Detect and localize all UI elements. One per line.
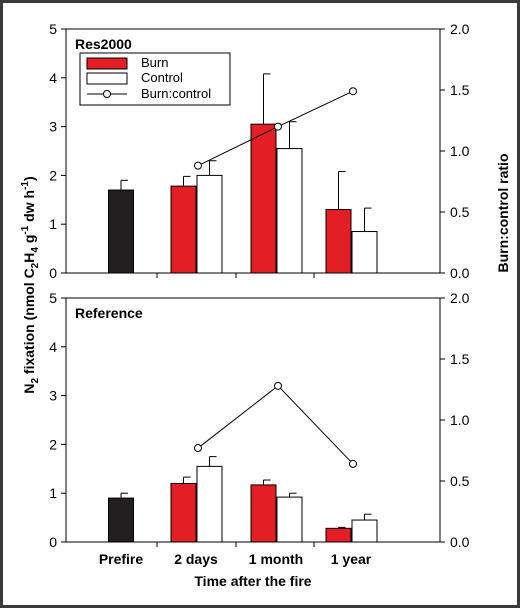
panel-res2000: 0123450.00.51.01.52.0Res2000BurnControlB…	[49, 21, 469, 281]
right-tick-label: 1.0	[450, 412, 470, 428]
panel-reference: 0 1 2 3 4 5 0.0 0.5 1.0 1.5 2.0 Reference	[49, 290, 469, 550]
ratio-point	[274, 122, 282, 131]
right-tick-label: 1.5	[450, 82, 470, 98]
x-category-label: 2 days	[174, 551, 218, 567]
bar-control	[276, 148, 303, 274]
right-tick-label: 2.0	[450, 21, 470, 37]
bar-control	[276, 496, 303, 543]
left-tick-label: 4	[49, 339, 57, 355]
ratio-point	[349, 459, 357, 468]
bar-burn	[325, 527, 352, 543]
left-tick-label: 5	[49, 21, 57, 37]
y-axis-title-part: dw h	[21, 190, 37, 226]
bar-control	[196, 465, 223, 543]
figure-frame: 0 1 2 3 4 5 0.0 0.5 1.0 1.5 2.0 Res2000 Burn Control B…	[3, 3, 517, 605]
panel-title: Reference	[75, 305, 143, 321]
bar-control	[196, 174, 223, 274]
legend-marker-ratio	[103, 90, 111, 98]
left-tick-label: 4	[49, 70, 57, 86]
x-category-label: 1 year	[331, 551, 372, 567]
legend-label-burn: Burn	[141, 55, 168, 70]
x-category-label: 1 month	[249, 551, 303, 567]
x-category-label: Prefire	[99, 551, 144, 567]
bar-burn	[250, 484, 277, 543]
right-tick-label: 1.0	[450, 143, 470, 159]
ratio-point	[194, 444, 202, 453]
y-axis-title-part: fixation (nmol C	[21, 268, 37, 378]
panel-title: Res2000	[75, 36, 132, 52]
bar-prefire	[108, 189, 134, 274]
left-tick-label: 1	[49, 485, 57, 501]
legend-label-control: Control	[141, 70, 183, 85]
legend-swatch-burn	[86, 57, 128, 70]
legend-swatch-control	[86, 72, 128, 85]
y-axis-title-part: 4	[30, 247, 41, 253]
left-tick-label: 0	[49, 265, 57, 281]
left-tick-label: 2	[49, 167, 57, 183]
y-axis-title-part: -1	[20, 225, 31, 234]
bar-burn	[325, 209, 352, 274]
left-tick-label: 0	[49, 534, 57, 550]
shared-labels: Prefire 2 days 1 month 1 year Time after the…	[20, 154, 511, 590]
y-axis-title-part: g	[21, 235, 37, 247]
y-axis-title-part: 2	[30, 262, 41, 268]
right-tick-label: 2.0	[450, 290, 470, 306]
left-tick-label: 1	[49, 216, 57, 232]
y-axis-title-part: -1	[20, 181, 31, 190]
ratio-point	[274, 381, 282, 390]
bar-burn	[250, 123, 277, 274]
right-tick-label: 1.5	[450, 351, 470, 367]
bar-burn	[170, 185, 197, 274]
right-tick-label: 0.0	[450, 534, 470, 550]
left-tick-label: 3	[49, 119, 57, 135]
ratio-point	[194, 161, 202, 170]
right-tick-label: 0.5	[450, 204, 470, 220]
bar-control	[351, 519, 378, 543]
right-tick-label: 0.0	[450, 265, 470, 281]
left-tick-label: 2	[49, 436, 57, 452]
y-axis-title-part: N	[21, 384, 37, 394]
legend-label-ratio: Burn:control	[141, 86, 211, 101]
left-tick-label: 5	[49, 290, 57, 306]
ratio-line	[197, 385, 354, 465]
y-axis-title-part: 2	[30, 378, 41, 384]
bar-burn	[170, 482, 197, 543]
y-axis-title-part: )	[21, 176, 37, 181]
left-tick-label: 3	[49, 388, 57, 404]
ratio-point	[349, 87, 357, 96]
right-tick-label: 0.5	[450, 473, 470, 489]
bar-control	[351, 231, 378, 274]
x-axis-title: Time after the fire	[194, 573, 311, 589]
y-axis-title-part: H	[21, 253, 37, 263]
chart-canvas: 0123450.00.51.01.52.0Res2000BurnControlB…	[20, 21, 511, 590]
y-axis-title: N2 fixation (nmol C2H4 g-1 dw h-1)	[20, 176, 41, 393]
y2-axis-title: Burn:control ratio	[495, 154, 511, 273]
bar-prefire	[108, 497, 134, 543]
